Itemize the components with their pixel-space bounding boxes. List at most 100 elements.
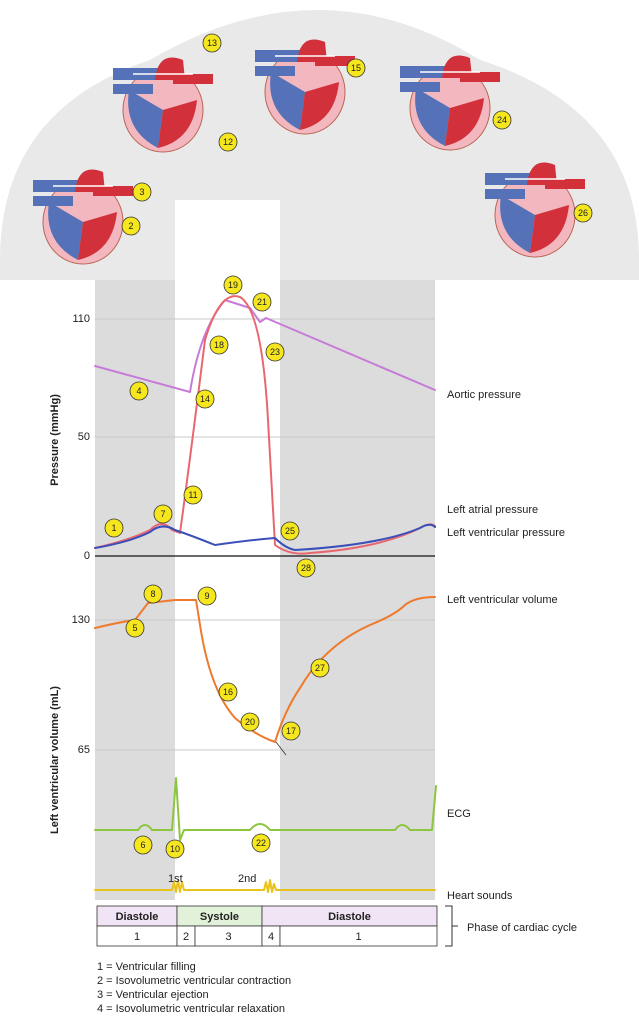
- marker: 12: [218, 132, 238, 152]
- marker: 28: [296, 558, 316, 578]
- marker-label: 20: [245, 717, 255, 727]
- sound-label: 2nd: [238, 873, 256, 885]
- marker-label: 22: [256, 838, 266, 848]
- marker-circle: [132, 182, 152, 202]
- marker-circle: [104, 518, 124, 538]
- marker: 21: [252, 292, 272, 312]
- marker: 5: [125, 618, 145, 638]
- tick-label: 110: [72, 313, 90, 325]
- phase-number: 4: [268, 931, 274, 943]
- marker-label: 3: [139, 187, 144, 197]
- phase-name: Systole: [200, 911, 239, 923]
- heart-sounds-trace: [94, 879, 436, 893]
- marker: 27: [310, 658, 330, 678]
- marker-label: 17: [286, 726, 296, 736]
- marker-circle: [240, 712, 260, 732]
- marker: 9: [197, 586, 217, 606]
- marker-circle: [129, 381, 149, 401]
- tick-label: 130: [72, 614, 90, 626]
- marker-label: 6: [140, 840, 145, 850]
- marker-label: 15: [351, 63, 361, 73]
- legend-item: 1 = Ventricular filling: [97, 961, 196, 973]
- marker-label: 12: [223, 137, 233, 147]
- marker: 2: [121, 216, 141, 236]
- tick-label: 50: [78, 431, 90, 443]
- sound-label: 1st: [168, 873, 183, 885]
- phase-table: Diastole Systole Diastole 1 2 3 4 1: [96, 905, 438, 947]
- diastole-band: [95, 280, 175, 900]
- trace-label: Left atrial pressure: [447, 504, 538, 516]
- marker: 8: [143, 584, 163, 604]
- phase-cell: [279, 925, 438, 947]
- tick-label: 0: [84, 550, 90, 562]
- marker-circle: [252, 292, 272, 312]
- marker: 3: [132, 182, 152, 202]
- marker-circle: [209, 335, 229, 355]
- axis-label: Left ventricular volume (mL): [49, 686, 61, 834]
- marker-label: 9: [204, 591, 209, 601]
- marker-label: 13: [207, 38, 217, 48]
- marker-circle: [218, 132, 238, 152]
- phase-name: Diastole: [116, 911, 159, 923]
- marker-label: 28: [301, 563, 311, 573]
- phase-number: 3: [225, 931, 231, 943]
- marker: 15: [346, 58, 366, 78]
- phase-number: 1: [134, 931, 140, 943]
- atrial-trace: [94, 523, 436, 551]
- marker-circle: [223, 275, 243, 295]
- marker-label: 19: [228, 280, 238, 290]
- marker-circle: [265, 342, 285, 362]
- marker: 18: [209, 335, 229, 355]
- marker: 26: [573, 203, 593, 223]
- marker-circle: [183, 485, 203, 505]
- marker-label: 25: [285, 526, 295, 536]
- marker-label: 26: [578, 208, 588, 218]
- trace-label: Heart sounds: [447, 890, 513, 902]
- trace-label: Left ventricular pressure: [447, 527, 565, 539]
- marker-circle: [202, 33, 222, 53]
- phase-number: 2: [183, 931, 189, 943]
- marker-label: 11: [188, 490, 197, 500]
- marker-circle: [310, 658, 330, 678]
- marker: 22: [251, 833, 271, 853]
- marker-circle: [133, 835, 153, 855]
- ventricular-trace: [94, 295, 436, 555]
- marker: 17: [281, 721, 301, 741]
- marker-circle: [153, 504, 173, 524]
- marker-label: 16: [223, 687, 233, 697]
- marker: 6: [133, 835, 153, 855]
- trace-label: Aortic pressure: [447, 389, 521, 401]
- marker-circle: [280, 521, 300, 541]
- diastole-band: [280, 280, 435, 900]
- marker: 13: [202, 33, 222, 53]
- marker: 19: [223, 275, 243, 295]
- marker-circle: [218, 682, 238, 702]
- marker: 4: [129, 381, 149, 401]
- marker-label: 18: [214, 340, 224, 350]
- marker: 23: [265, 342, 285, 362]
- leader-line: [275, 741, 287, 756]
- marker-circle: [492, 110, 512, 130]
- marker-label: 23: [270, 347, 280, 357]
- marker-label: 24: [497, 115, 507, 125]
- marker-circle: [573, 203, 593, 223]
- marker-label: 21: [257, 297, 267, 307]
- marker-label: 4: [136, 386, 141, 396]
- marker-circle: [251, 833, 271, 853]
- bracket: [445, 905, 458, 947]
- tick-label: 65: [78, 744, 90, 756]
- phase-caption: Phase of cardiac cycle: [467, 922, 577, 934]
- phase-name: Diastole: [328, 911, 371, 923]
- marker: 11: [183, 485, 203, 505]
- marker-circle: [197, 586, 217, 606]
- marker-circle: [346, 58, 366, 78]
- ecg-trace: [94, 777, 437, 841]
- marker-label: 27: [315, 663, 325, 673]
- marker-label: 7: [160, 509, 165, 519]
- marker-circle: [125, 618, 145, 638]
- marker: 20: [240, 712, 260, 732]
- trace-label: Left ventricular volume: [447, 594, 558, 606]
